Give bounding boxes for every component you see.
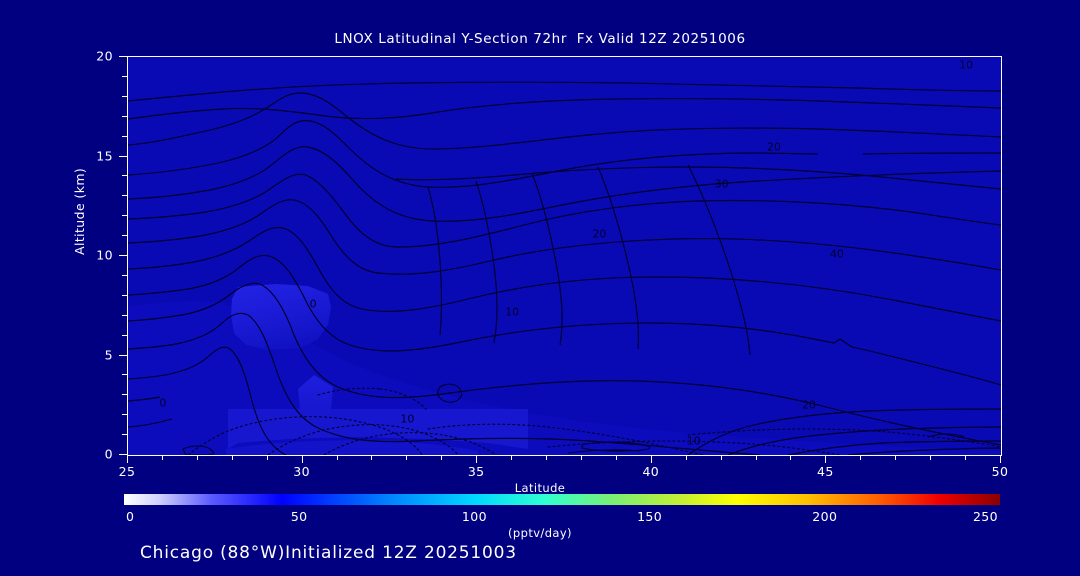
x-minor-tick	[546, 455, 547, 460]
y-minor-tick	[122, 116, 127, 117]
contour-lines-dashed	[187, 387, 1001, 455]
x-tick-label: 45	[817, 464, 834, 479]
y-tick-label: 15	[96, 148, 113, 163]
y-minor-tick	[122, 136, 127, 137]
x-minor-tick	[965, 455, 966, 460]
x-tick-label: 35	[467, 464, 485, 479]
x-tick-label: 40	[642, 464, 660, 479]
y-major-tick	[119, 56, 127, 57]
y-minor-tick	[122, 394, 127, 395]
x-minor-tick	[616, 455, 617, 460]
x-tick-label: 30	[293, 464, 310, 479]
colorbar-tick-label: 50	[290, 509, 308, 524]
colorbar-tick-label: 150	[637, 509, 663, 524]
x-minor-tick	[895, 455, 896, 460]
y-minor-tick	[122, 295, 127, 296]
y-minor-tick	[122, 335, 127, 336]
x-axis-title: Latitude	[514, 481, 566, 495]
y-minor-tick	[122, 76, 127, 77]
x-major-tick	[302, 455, 303, 463]
footer-caption: Chicago (88°W)Initialized 12Z 20251003	[140, 543, 517, 563]
y-minor-tick	[122, 275, 127, 276]
y-minor-tick	[122, 215, 127, 216]
colorbar-tick-label: 250	[972, 509, 998, 524]
plot-area: 10 20 30 40 20 10 20 10 10 0 0	[127, 56, 1002, 456]
lnox-surface-layer-2	[226, 440, 478, 455]
x-minor-tick	[721, 455, 722, 460]
x-minor-tick	[406, 455, 407, 460]
x-minor-tick	[511, 455, 512, 460]
y-major-tick	[119, 454, 127, 455]
y-minor-tick	[122, 235, 127, 236]
x-minor-tick	[930, 455, 931, 460]
x-minor-tick	[267, 455, 268, 460]
x-minor-tick	[197, 455, 198, 460]
x-minor-tick	[441, 455, 442, 460]
y-minor-tick	[122, 374, 127, 375]
colorbar-swatch[interactable]	[124, 494, 1000, 505]
colorbar-units-label: (pptv/day)	[508, 526, 572, 540]
x-minor-tick	[337, 455, 338, 460]
y-tick-label: 10	[96, 247, 113, 263]
colorbar[interactable]	[124, 494, 1000, 505]
contour-lines-solid	[128, 81, 1001, 455]
x-major-tick	[476, 455, 477, 463]
y-minor-tick	[122, 96, 127, 97]
contour-lines-steep	[427, 164, 751, 356]
colorbar-tick-label: 0	[126, 509, 135, 524]
y-axis-title: Altitude (km)	[72, 167, 87, 255]
colorbar-tick-label: 200	[812, 509, 838, 524]
x-minor-tick	[232, 455, 233, 460]
x-major-tick	[1000, 455, 1001, 463]
y-major-tick	[119, 156, 127, 157]
y-minor-tick	[122, 414, 127, 415]
contour-plot	[128, 57, 1001, 455]
page-title: LNOX Latitudinal Y-Section 72hr Fx Valid…	[334, 31, 746, 47]
y-minor-tick	[122, 175, 127, 176]
x-tick-label: 50	[991, 464, 1009, 479]
x-minor-tick	[581, 455, 582, 460]
y-tick-label: 5	[104, 347, 113, 362]
y-minor-tick	[122, 195, 127, 196]
x-major-tick	[651, 455, 652, 463]
colorbar-gradient[interactable]	[124, 494, 1000, 505]
contour-closed-cells	[182, 383, 965, 455]
x-tick-label: 25	[118, 464, 136, 479]
y-minor-tick	[122, 434, 127, 435]
y-tick-label: 0	[104, 446, 113, 462]
x-minor-tick	[686, 455, 687, 460]
x-minor-tick	[790, 455, 791, 460]
x-major-tick	[825, 455, 826, 463]
y-minor-tick	[122, 315, 127, 316]
x-minor-tick	[860, 455, 861, 460]
y-major-tick	[119, 255, 127, 256]
x-minor-tick	[756, 455, 757, 460]
x-minor-tick	[371, 455, 372, 460]
y-tick-label: 20	[96, 48, 113, 64]
y-major-tick	[119, 355, 127, 356]
x-minor-tick	[162, 455, 163, 460]
x-major-tick	[127, 455, 128, 463]
colorbar-tick-label: 100	[461, 509, 487, 524]
